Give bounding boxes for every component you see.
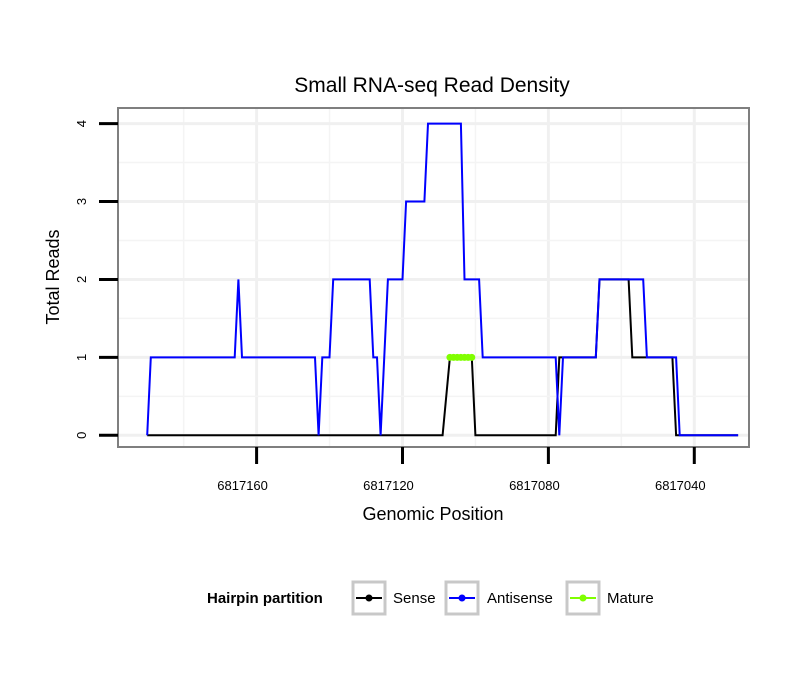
y-tick-label: 3 xyxy=(74,198,89,205)
x-tick-label: 6817160 xyxy=(217,478,268,493)
x-tick-label: 6817080 xyxy=(509,478,560,493)
plot-background xyxy=(118,108,749,447)
x-axis: 6817160 6817120 6817080 6817040 xyxy=(217,447,706,493)
legend-title: Hairpin partition xyxy=(207,590,323,607)
y-tick-label: 0 xyxy=(74,432,89,439)
series-line-antisense xyxy=(146,122,739,437)
y-axis: 0 1 2 3 4 xyxy=(74,120,118,439)
series-layer xyxy=(146,122,739,437)
legend-label-antisense: Antisense xyxy=(487,590,553,607)
legend: Hairpin partition Sense Antisense Mature xyxy=(207,580,654,616)
legend-label-sense: Sense xyxy=(393,590,436,607)
y-tick-label: 4 xyxy=(74,120,89,127)
legend-point-antisense xyxy=(458,594,466,602)
legend-point-mature xyxy=(579,594,587,602)
plot-border xyxy=(117,107,750,448)
x-tick-label: 6817120 xyxy=(363,478,414,493)
x-axis-label: Genomic Position xyxy=(362,504,503,524)
y-axis-label: Total Reads xyxy=(43,229,63,324)
series-point-mature xyxy=(468,353,476,361)
chart-title: Small RNA-seq Read Density xyxy=(294,74,570,97)
y-tick-label: 2 xyxy=(74,276,89,283)
x-tick-label: 6817040 xyxy=(655,478,706,493)
legend-point-sense xyxy=(365,594,373,602)
y-tick-label: 1 xyxy=(74,354,89,361)
legend-label-mature: Mature xyxy=(607,590,654,607)
